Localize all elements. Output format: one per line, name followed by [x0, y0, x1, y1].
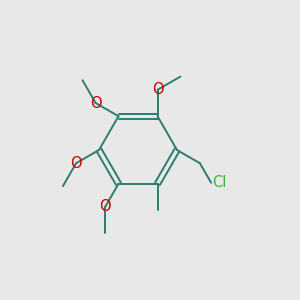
Text: Cl: Cl — [213, 175, 227, 190]
Text: O: O — [70, 156, 82, 171]
Text: O: O — [100, 199, 111, 214]
Text: O: O — [90, 95, 101, 110]
Text: O: O — [152, 82, 163, 97]
